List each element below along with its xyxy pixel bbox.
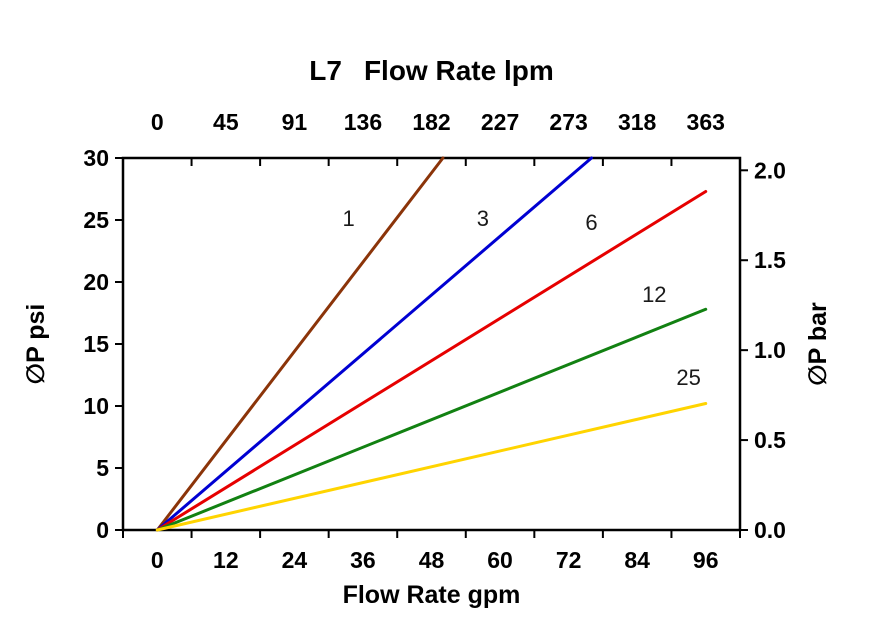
top-axis-title: Flow Rate lpm: [364, 55, 554, 86]
bottom-tick-label: 36: [350, 547, 376, 573]
series-label-12: 12: [642, 282, 666, 307]
right-tick-label: 1.5: [754, 247, 786, 273]
bottom-tick-label: 12: [213, 547, 239, 573]
top-tick-label: 227: [481, 109, 519, 135]
series-line-12: [155, 307, 708, 532]
bottom-tick-label: 60: [487, 547, 513, 573]
bottom-tick-label: 48: [419, 547, 445, 573]
top-tick-label: 318: [618, 109, 657, 135]
left-tick-label: 20: [83, 269, 109, 295]
right-tick-label: 1.0: [754, 337, 786, 363]
left-tick-label: 30: [83, 145, 109, 171]
bottom-tick-label: 84: [624, 547, 650, 573]
series-line-25: [155, 402, 708, 532]
series-label-1: 1: [343, 206, 355, 231]
series-label-3: 3: [477, 206, 489, 231]
bottom-tick-label: 96: [693, 547, 719, 573]
chart-title: L7 Flow Rate lpm: [309, 55, 553, 86]
left-tick-label: 5: [96, 455, 109, 481]
left-tick-label: 0: [96, 517, 109, 543]
top-tick-label: 136: [344, 109, 382, 135]
right-tick-label: 0.0: [754, 517, 786, 543]
series-label-25: 25: [676, 365, 700, 390]
top-tick-label: 0: [151, 109, 164, 135]
top-tick-label: 273: [549, 109, 587, 135]
right-axis-title: ∅P bar: [804, 302, 832, 386]
bottom-tick-label: 72: [556, 547, 582, 573]
bottom-axis-title: Flow Rate gpm: [343, 581, 521, 609]
left-tick-label: 25: [83, 207, 109, 233]
bottom-tick-label: 24: [282, 547, 308, 573]
series-label-6: 6: [585, 210, 597, 235]
bottom-tick-label: 0: [151, 547, 164, 573]
right-tick-label: 0.5: [754, 427, 786, 453]
series-line-3: [155, 156, 593, 532]
top-tick-label: 91: [282, 109, 308, 135]
top-tick-label: 45: [213, 109, 239, 135]
top-tick-label: 363: [687, 109, 725, 135]
left-axis-title: ∅P psi: [22, 304, 50, 385]
top-tick-label: 182: [412, 109, 450, 135]
series-line-1: [155, 156, 445, 532]
series-line-6: [155, 189, 708, 532]
left-tick-label: 15: [83, 331, 109, 357]
left-tick-label: 10: [83, 393, 109, 419]
right-tick-label: 2.0: [754, 157, 786, 183]
